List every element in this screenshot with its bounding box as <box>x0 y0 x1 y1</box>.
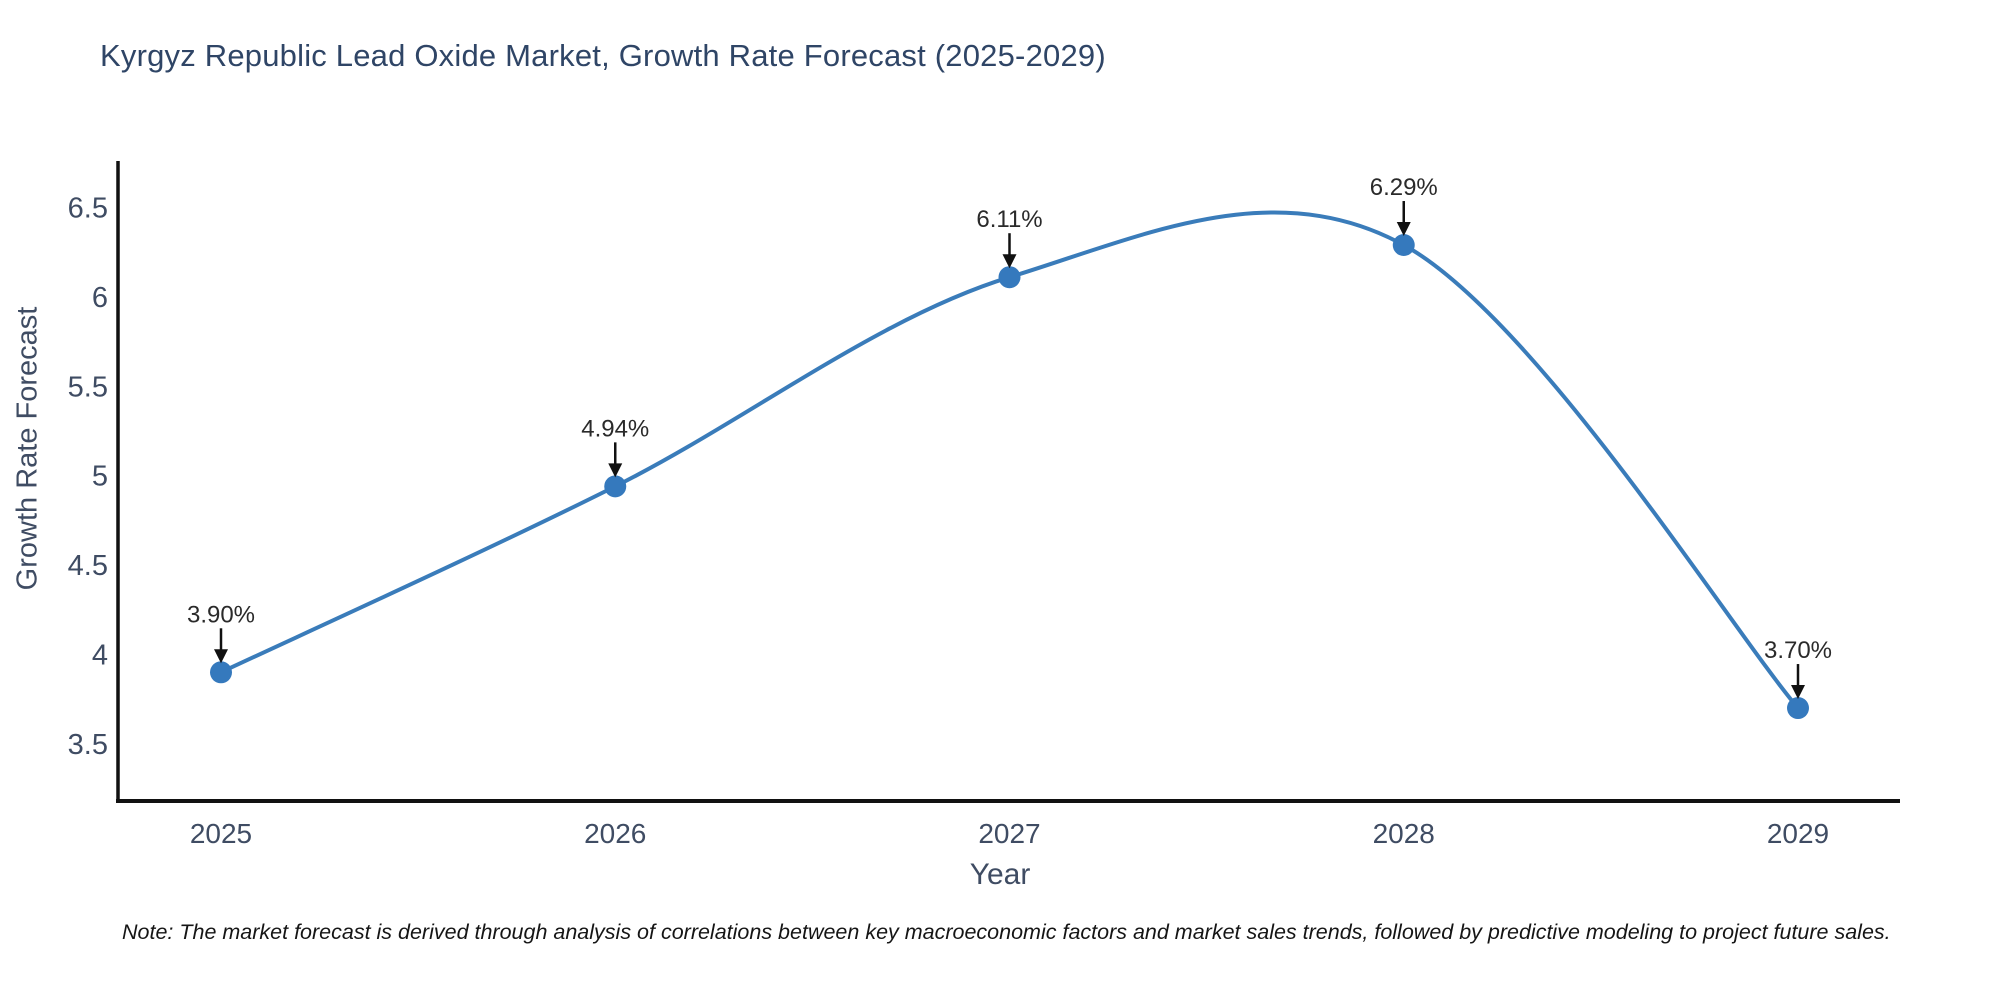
x-tick-label: 2025 <box>190 818 252 849</box>
data-point-marker <box>604 475 627 498</box>
annotation-arrow-head <box>1002 254 1017 269</box>
y-tick-label: 6.5 <box>68 192 108 224</box>
y-tick-label: 6 <box>92 282 108 314</box>
chart-title: Kyrgyz Republic Lead Oxide Market, Growt… <box>100 38 1106 73</box>
annotation-label: 6.29% <box>1370 174 1438 201</box>
y-tick-label: 4 <box>92 639 108 671</box>
y-tick-label: 4.5 <box>68 550 108 582</box>
data-point-marker <box>1787 697 1809 720</box>
annotation-arrow-head <box>608 463 623 478</box>
data-point-marker <box>210 661 232 684</box>
footnote: Note: The market forecast is derived thr… <box>122 920 1891 944</box>
annotation-label: 3.70% <box>1764 637 1832 664</box>
y-tick-label: 5.5 <box>68 371 108 403</box>
x-tick-label: 2029 <box>1767 818 1829 849</box>
data-point-marker <box>1392 234 1415 257</box>
annotation-label: 4.94% <box>581 415 649 442</box>
y-tick-label: 3.5 <box>68 729 108 761</box>
annotation-arrow-head <box>214 649 228 664</box>
y-tick-label: 5 <box>92 461 108 493</box>
annotation-arrow-head <box>1791 685 1805 700</box>
annotation-label: 3.90% <box>187 601 255 628</box>
x-tick-label: 2026 <box>584 818 646 849</box>
data-point-marker <box>998 266 1021 289</box>
x-tick-label: 2028 <box>1373 818 1435 849</box>
x-tick-label: 2027 <box>978 818 1040 849</box>
x-axis-title: Year <box>969 858 1031 891</box>
annotation-label: 6.11% <box>976 206 1042 233</box>
annotation-arrow-head <box>1396 222 1411 237</box>
